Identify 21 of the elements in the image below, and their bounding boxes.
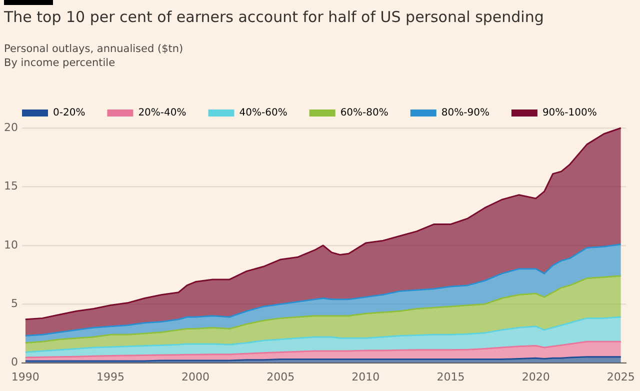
legend-label: 0-20% bbox=[53, 108, 86, 119]
x-tick-label: 2015 bbox=[436, 370, 465, 384]
y-tick-label: 10 bbox=[4, 238, 18, 252]
y-tick-label: 15 bbox=[4, 180, 18, 193]
y-tick-label: 0 bbox=[10, 356, 18, 369]
y-tick-label: 20 bbox=[4, 120, 18, 134]
x-tick-label: 2005 bbox=[266, 370, 295, 384]
x-tick-label: 2000 bbox=[182, 370, 210, 384]
chart-title: The top 10 per cent of earners account for half of US personal spending bbox=[4, 8, 544, 26]
x-tick-label: 2020 bbox=[522, 370, 550, 384]
y-tick-label: 5 bbox=[10, 296, 18, 310]
x-tick-label: 1990 bbox=[11, 370, 40, 384]
chart-subtitle: Personal outlays, annualised ($tn) By income percentile bbox=[4, 42, 184, 70]
x-tick-label: 2010 bbox=[352, 370, 380, 384]
x-tick-label: 2025 bbox=[606, 370, 635, 384]
legend-label: 80%-90% bbox=[441, 108, 490, 119]
x-tick-label: 1995 bbox=[96, 370, 124, 384]
legend-label: 40%-60% bbox=[239, 108, 288, 119]
legend-label: 60%-80% bbox=[340, 108, 388, 119]
legend-label: 90%-100% bbox=[542, 108, 597, 119]
legend-label: 20%-40% bbox=[138, 108, 186, 119]
